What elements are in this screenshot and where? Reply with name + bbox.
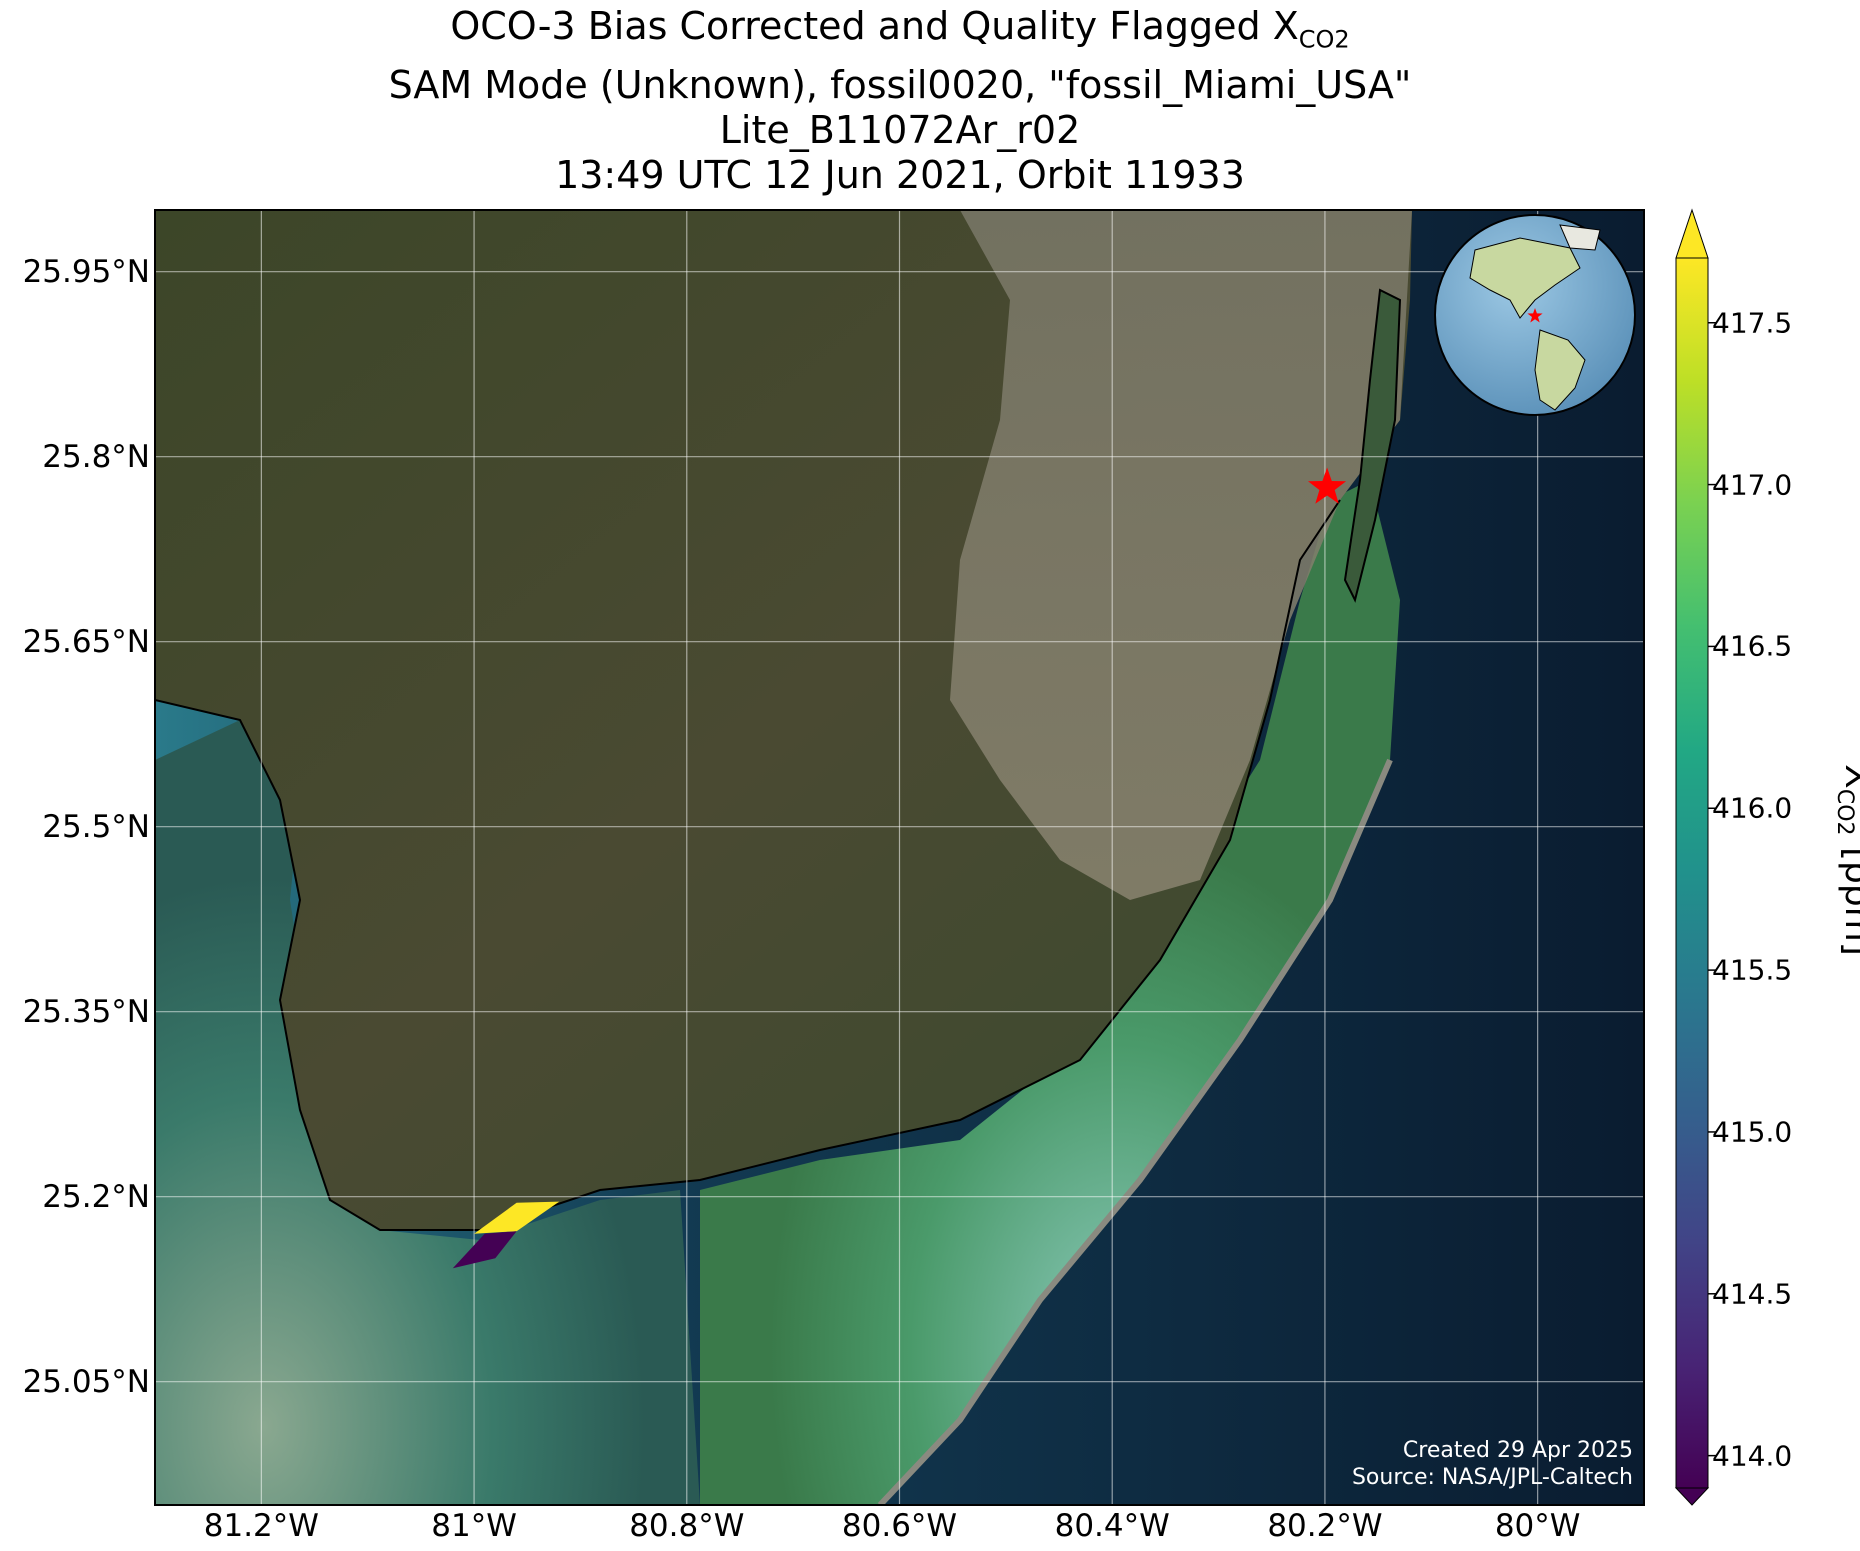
credit-source: Source: NASA/JPL-Caltech [1351, 1465, 1633, 1490]
gulf-water [155, 720, 700, 1505]
xco2-soundings [452, 1201, 560, 1269]
colorbar-tick-label: 415.5 [1712, 953, 1793, 987]
globe-star-icon [1527, 308, 1543, 323]
florida-bay-and-biscayne-bay [700, 480, 1400, 1505]
credit: Created 29 Apr 2025 Source: NASA/JPL-Cal… [1352, 1437, 1633, 1491]
florida-keys [877, 758, 1393, 1505]
lon-label: 80.4°W [1054, 1508, 1170, 1544]
lat-label: 25.2°N [42, 1178, 150, 1215]
xco2-sounding [474, 1201, 560, 1234]
colorbar-label: XCO2 [ppm] [1831, 764, 1860, 956]
lat-label: 25.95°N [22, 253, 150, 290]
colorbar-tick-label: 417.5 [1712, 306, 1793, 340]
lon-label: 81.2°W [203, 1508, 319, 1544]
colorbar-tick-label: 417.0 [1712, 468, 1793, 502]
credit-created: Created 29 Apr 2025 [1402, 1438, 1633, 1463]
lon-label: 81°W [431, 1508, 517, 1544]
inset-globe [1434, 214, 1636, 416]
lat-label: 25.5°N [42, 808, 150, 845]
lon-label: 80.2°W [1267, 1508, 1383, 1544]
target-star-icon [1308, 467, 1347, 504]
colorbar-tick-label: 414.0 [1712, 1439, 1793, 1473]
title-line-1: OCO-3 Bias Corrected and Quality Flagged… [450, 4, 1350, 54]
colorbar-extend-max [1675, 208, 1709, 259]
colorbar-gradient [1676, 258, 1708, 1488]
lat-label: 25.35°N [22, 993, 150, 1030]
colorbar-tick-label: 414.5 [1712, 1277, 1793, 1311]
map-frame [154, 209, 1645, 1506]
coastline [155, 499, 1341, 1231]
colorbar-tick-label: 415.0 [1712, 1115, 1793, 1149]
colorbar-tick-label: 416.0 [1712, 791, 1793, 825]
colorbar-tick-label: 416.5 [1712, 629, 1793, 663]
lon-label: 80.6°W [841, 1508, 958, 1544]
lat-label: 25.65°N [22, 623, 150, 660]
xco2-sounding [452, 1231, 517, 1269]
map-area [155, 210, 1644, 1505]
globe-south-america [1534, 329, 1586, 411]
colorbar-extend-min [1674, 1487, 1710, 1506]
lat-label: 25.05°N [22, 1363, 150, 1400]
globe-greenland [1559, 224, 1601, 251]
lon-label: 80°W [1494, 1508, 1581, 1544]
title-line-2: SAM Mode (Unknown), fossil0020, "fossil_… [388, 62, 1412, 107]
colorbar [1674, 208, 1716, 1506]
colorbar-frame [1675, 257, 1709, 1489]
title-block: OCO-3 Bias Corrected and Quality Flagged… [155, 4, 1645, 198]
colorbar-ticks [1708, 321, 1716, 1457]
globe-north-america [1469, 237, 1581, 319]
gridlines [155, 210, 1644, 1505]
title-line-3: Lite_B11072Ar_r02 [719, 107, 1081, 152]
title-line-4: 13:49 UTC 12 Jun 2021, Orbit 11933 [555, 152, 1245, 197]
lat-label: 25.8°N [42, 438, 150, 475]
lon-label: 80.8°W [629, 1508, 745, 1544]
barrier-island [1343, 288, 1402, 603]
miami-urban-area [950, 210, 1412, 900]
